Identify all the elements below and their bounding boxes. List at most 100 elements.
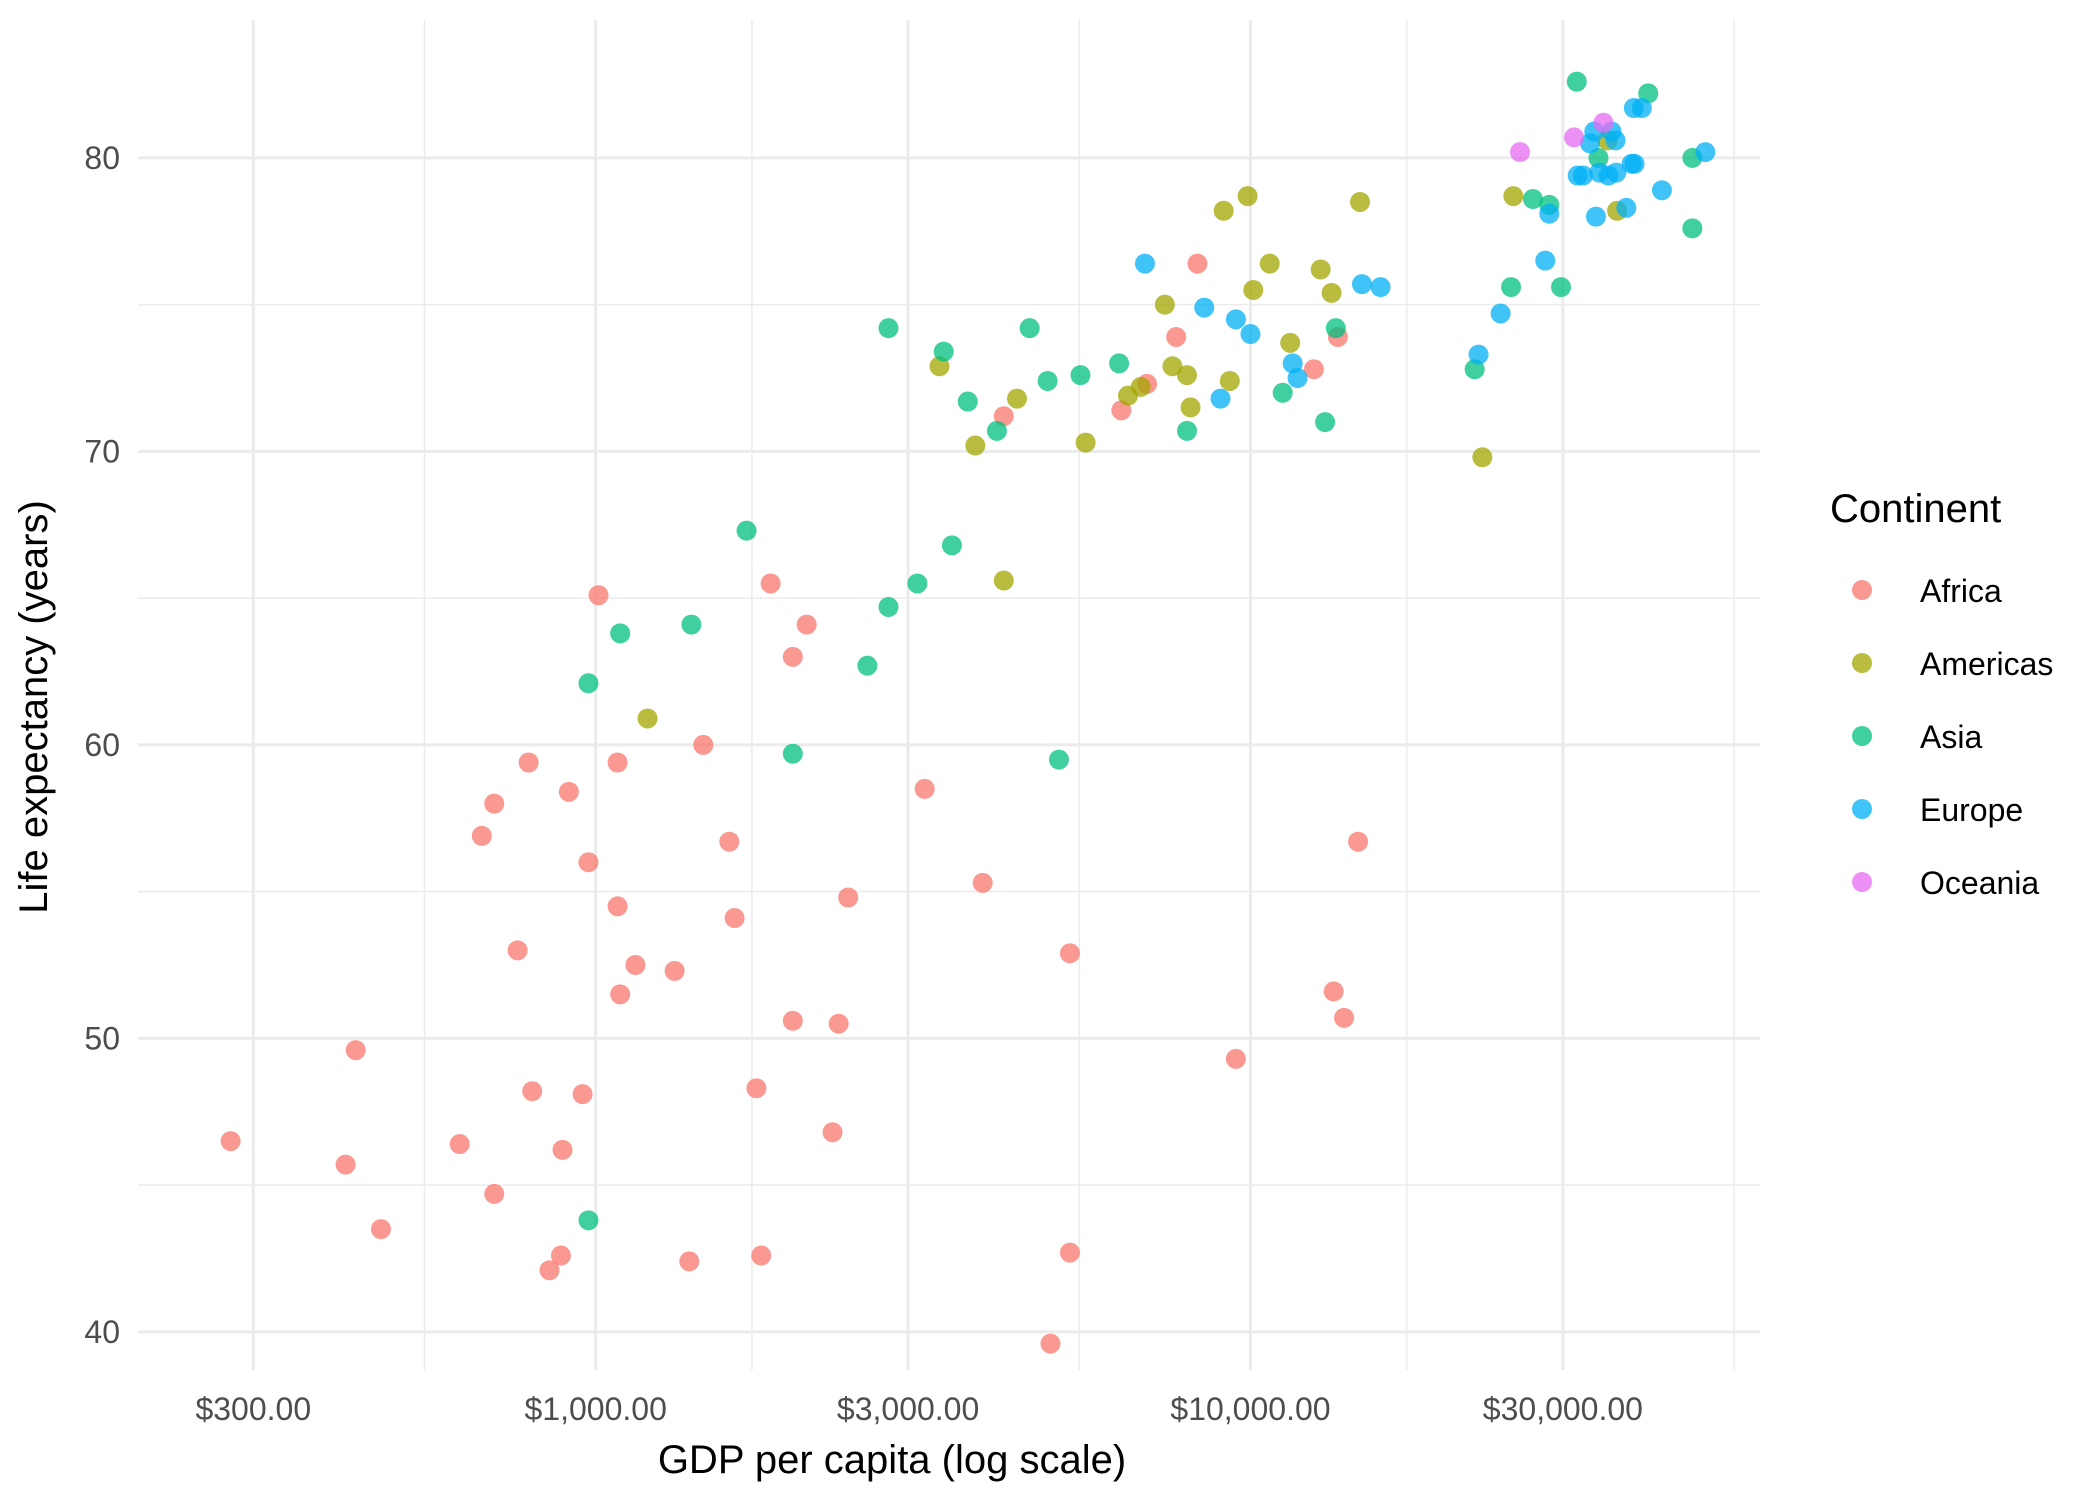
- data-point: [1225, 309, 1246, 330]
- data-point: [1606, 162, 1627, 183]
- data-point: [1059, 1242, 1080, 1263]
- data-point: [1166, 326, 1187, 347]
- data-point: [1070, 365, 1091, 386]
- data-point: [1303, 359, 1324, 380]
- data-point: [1566, 71, 1587, 92]
- data-point: [1040, 1333, 1061, 1354]
- y-tick-label: 80: [84, 140, 120, 176]
- legend-title: Continent: [1830, 487, 2001, 531]
- data-point: [1315, 412, 1336, 433]
- data-point: [572, 1084, 593, 1105]
- data-point: [1154, 294, 1175, 315]
- data-point: [1468, 344, 1489, 365]
- data-point: [1593, 112, 1614, 133]
- data-point: [679, 1251, 700, 1272]
- data-point: [1573, 165, 1594, 186]
- data-point: [1631, 98, 1652, 119]
- data-point: [484, 793, 505, 814]
- data-point: [471, 825, 492, 846]
- x-tick-label: $10,000.00: [1170, 1391, 1330, 1427]
- series-europe: [1134, 98, 1716, 409]
- legend-label-oceania: Oceania: [1920, 865, 2039, 901]
- data-point: [957, 391, 978, 412]
- data-point: [693, 734, 714, 755]
- data-point: [539, 1260, 560, 1281]
- data-point: [993, 570, 1014, 591]
- data-point: [1310, 259, 1331, 280]
- data-point: [1280, 332, 1301, 353]
- x-tick-label: $3,000.00: [837, 1391, 979, 1427]
- y-axis-title: Life expectancy (years): [12, 500, 56, 914]
- legend-key-africa: [1852, 580, 1872, 600]
- data-point: [1240, 324, 1261, 345]
- data-point: [1348, 831, 1369, 852]
- data-point: [941, 535, 962, 556]
- data-point: [449, 1134, 470, 1155]
- data-point: [1259, 253, 1280, 274]
- data-point: [1180, 397, 1201, 418]
- data-point: [1287, 368, 1308, 389]
- data-point: [681, 614, 702, 635]
- data-point: [986, 420, 1007, 441]
- data-point: [965, 435, 986, 456]
- data-point: [1037, 370, 1058, 391]
- data-point: [724, 908, 745, 929]
- data-point: [878, 596, 899, 617]
- data-point: [607, 896, 628, 917]
- data-point: [857, 655, 878, 676]
- data-point: [1351, 274, 1372, 295]
- y-tick-label: 60: [84, 727, 120, 763]
- data-point: [1503, 186, 1524, 207]
- data-point: [1564, 127, 1585, 148]
- data-point: [578, 1210, 599, 1231]
- legend-key-americas: [1852, 653, 1872, 673]
- legend-label-africa: Africa: [1920, 573, 2002, 609]
- data-point: [1007, 388, 1028, 409]
- data-point: [1490, 303, 1511, 324]
- data-point: [782, 1010, 803, 1031]
- data-point: [1624, 153, 1645, 174]
- data-point: [1243, 280, 1264, 300]
- data-point: [335, 1154, 356, 1175]
- data-point: [1334, 1007, 1355, 1028]
- data-point: [1048, 749, 1069, 770]
- data-point: [1162, 356, 1183, 377]
- data-point: [345, 1040, 366, 1061]
- data-point: [838, 887, 859, 908]
- data-point: [828, 1013, 849, 1034]
- data-point: [760, 573, 781, 594]
- data-point: [1321, 282, 1342, 303]
- legend-label-asia: Asia: [1920, 719, 1982, 755]
- y-tick-label: 40: [84, 1314, 120, 1350]
- data-point: [1651, 180, 1672, 201]
- data-point: [610, 984, 631, 1005]
- data-points: [220, 71, 1716, 1354]
- legend-key-oceania: [1852, 872, 1872, 892]
- data-point: [878, 318, 899, 339]
- data-point: [782, 743, 803, 764]
- data-point: [637, 708, 658, 729]
- minor-gridlines: [138, 20, 1760, 1370]
- data-point: [664, 960, 685, 981]
- series-oceania: [1509, 112, 1614, 163]
- data-point: [1605, 130, 1626, 151]
- series-africa: [220, 253, 1369, 1354]
- data-point: [1350, 191, 1371, 212]
- data-point: [1075, 432, 1096, 453]
- data-point: [552, 1139, 573, 1160]
- data-point: [1059, 943, 1080, 964]
- legend-key-asia: [1852, 726, 1872, 746]
- data-point: [746, 1078, 767, 1099]
- data-point: [1616, 197, 1637, 218]
- legend-key-europe: [1852, 799, 1872, 819]
- data-point: [1213, 200, 1234, 221]
- data-point: [719, 831, 740, 852]
- data-point: [522, 1081, 543, 1102]
- data-point: [1501, 277, 1522, 298]
- data-point: [933, 341, 954, 362]
- data-point: [1225, 1048, 1246, 1069]
- y-axis-ticks: 40 50 60 70 80: [84, 140, 120, 1350]
- series-americas: [637, 130, 1628, 729]
- x-axis-title: GDP per capita (log scale): [658, 1438, 1126, 1482]
- x-tick-label: $30,000.00: [1483, 1391, 1643, 1427]
